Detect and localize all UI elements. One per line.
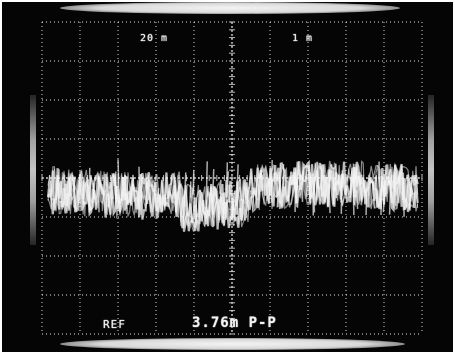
trace-spike — [112, 174, 115, 187]
trace-spike — [304, 176, 308, 197]
trace-spike — [270, 160, 273, 203]
trace-spike — [192, 169, 195, 195]
screen-glare-bottom — [60, 338, 405, 350]
trace-spike — [382, 180, 386, 213]
trace-spike — [82, 179, 85, 199]
trace-spike — [312, 173, 316, 213]
trace-spike — [225, 162, 229, 198]
trace-spike — [224, 179, 227, 191]
trace-spike — [88, 167, 91, 213]
trace-spike — [365, 181, 368, 216]
screen-glare-top — [60, 2, 400, 14]
trace-spike — [138, 166, 141, 210]
trace-spike — [394, 183, 397, 206]
trace-spike — [388, 179, 392, 215]
trace-spike — [206, 186, 209, 197]
trace-spike — [322, 175, 326, 197]
trace-noise-band — [47, 162, 419, 229]
trace-spike — [183, 191, 186, 204]
signal-trace — [46, 159, 419, 232]
trace-spike — [117, 159, 120, 203]
trace-spike — [63, 188, 67, 204]
trace-spike — [408, 177, 412, 198]
trace-spike — [315, 161, 319, 201]
readout-top-right: 1 m — [292, 33, 314, 44]
readout-top-left: 20 m — [140, 33, 169, 44]
trace-spike — [278, 162, 282, 203]
trace-spike — [352, 180, 355, 216]
trace-spike — [246, 181, 249, 203]
trace-spike — [114, 174, 118, 203]
trace-spike — [205, 161, 208, 207]
screen-edge-right — [428, 95, 434, 245]
trace-spike — [332, 167, 335, 205]
trace-spike — [276, 190, 280, 208]
trace-spike — [355, 190, 359, 209]
trace-spike — [211, 169, 215, 203]
trace-spike — [156, 188, 160, 204]
screen-edge-left — [30, 95, 36, 245]
readout-peak-to-peak: 3.76m P-P — [192, 315, 277, 331]
trace-spike — [161, 179, 164, 212]
trace-spike — [174, 179, 177, 217]
trace-spike — [235, 164, 239, 206]
readout-reference: REF — [103, 318, 126, 331]
trace-spike — [243, 186, 247, 200]
trace-spike — [402, 172, 405, 217]
trace-spike — [328, 184, 331, 214]
trace-spike — [92, 190, 95, 204]
trace-spike — [311, 177, 315, 216]
trace-spike — [349, 179, 352, 198]
trace-spike — [320, 164, 323, 197]
trace-spike — [219, 179, 222, 195]
